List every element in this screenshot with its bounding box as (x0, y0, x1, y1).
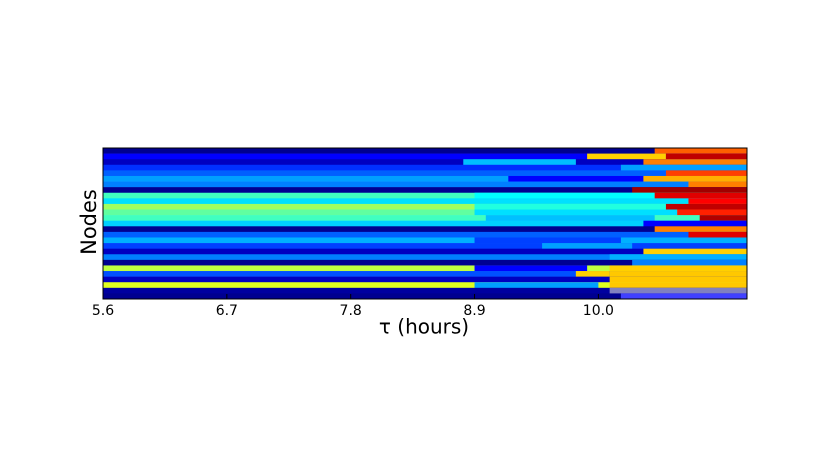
row-band (103, 148, 747, 154)
row-band (103, 153, 747, 160)
row-band (103, 282, 747, 289)
cell-segment (463, 159, 576, 166)
cell-segment (688, 181, 747, 188)
row-band (103, 181, 747, 188)
cell-segment (609, 271, 747, 277)
cell-segment (485, 215, 655, 222)
cell-segment (654, 226, 747, 233)
row-band (103, 209, 747, 216)
cell-segment (542, 243, 633, 249)
row-band (103, 248, 747, 255)
row-band (103, 237, 747, 244)
cell-segment (474, 209, 678, 216)
cell-segment (609, 282, 747, 289)
cell-segment (575, 271, 610, 277)
cell-segment (609, 276, 747, 283)
row-band (103, 187, 747, 194)
row-band (103, 276, 747, 283)
row-band (103, 198, 747, 205)
cell-segment (474, 237, 621, 244)
row-band (103, 231, 747, 238)
cell-segment (609, 265, 747, 272)
cell-segment (688, 198, 747, 205)
row-band (103, 287, 747, 294)
row-band (103, 215, 747, 222)
x-tick-label: 5.6 (92, 303, 114, 319)
cell-segment (643, 248, 747, 255)
cell-segment (677, 209, 747, 216)
cell-segment (620, 293, 747, 300)
cell-segment (643, 159, 747, 166)
plot-frame (102, 147, 748, 300)
cell-segment (620, 164, 747, 171)
row-band (103, 164, 747, 171)
cell-segment (665, 203, 747, 210)
x-axis-label: τ (hours) (379, 315, 469, 339)
cell-segment (474, 265, 588, 272)
row-band (103, 226, 747, 233)
cell-segment (688, 231, 747, 238)
x-tick-label: 6.7 (216, 303, 238, 319)
x-tick-label: 8.9 (463, 303, 485, 319)
cell-segment (699, 215, 747, 222)
cell-segment (654, 148, 747, 154)
cell-segment (632, 259, 747, 266)
row-band (103, 243, 747, 249)
row-band (103, 175, 747, 182)
cell-segment (643, 220, 747, 227)
cell-segment (587, 153, 666, 160)
x-tick-label: 7.8 (340, 303, 362, 319)
row-band (103, 254, 747, 261)
cell-segment (474, 203, 666, 210)
cell-segment (665, 170, 747, 177)
y-axis-label: Nodes (77, 189, 101, 255)
cell-segment (654, 192, 747, 199)
row-band (103, 159, 747, 166)
cell-segment (609, 254, 747, 261)
cell-segment (665, 153, 747, 160)
cell-segment (508, 175, 644, 182)
row-band (103, 192, 747, 199)
row-band (103, 259, 747, 266)
cell-segment (609, 287, 747, 294)
cell-segment (474, 282, 599, 289)
heatmap (103, 148, 747, 300)
cell-segment (632, 187, 747, 194)
row-band (103, 203, 747, 210)
row-band (103, 293, 747, 300)
row-band (103, 271, 747, 277)
row-band (103, 220, 747, 227)
row-band (103, 170, 747, 177)
row-band (103, 265, 747, 272)
x-tick-label: 10.0 (583, 303, 614, 319)
cell-segment (474, 192, 655, 199)
cell-segment (643, 175, 747, 182)
